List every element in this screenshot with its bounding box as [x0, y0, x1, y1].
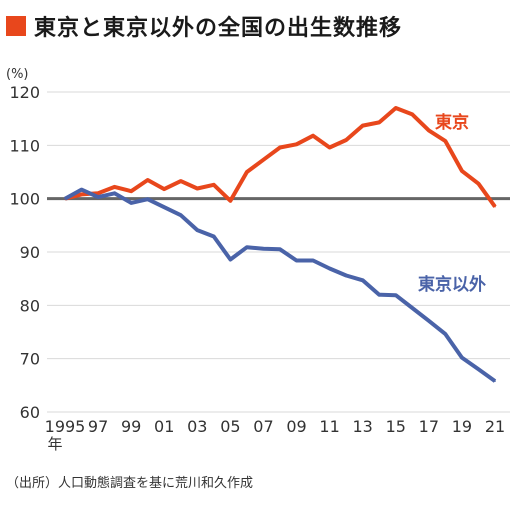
data-point [312, 259, 314, 262]
y-tick-label: 100 [9, 190, 40, 209]
x-tick-label: 07 [253, 417, 273, 436]
title-block: 東京と東京以外の全国の出生数推移 [6, 8, 402, 44]
data-point [279, 146, 281, 149]
y-tick-label: 80 [20, 296, 40, 315]
data-point [97, 192, 99, 195]
x-tick-label: 1995 [45, 417, 86, 436]
data-point [345, 139, 347, 141]
x-tick-label: 13 [353, 417, 373, 436]
data-point [494, 380, 496, 382]
data-point [345, 274, 347, 277]
data-point [196, 187, 199, 190]
y-tick-label: 60 [20, 403, 40, 422]
data-point [428, 129, 430, 132]
data-point [113, 192, 116, 195]
x-tick-label: 15 [386, 417, 406, 436]
x-tick-label: 11 [319, 417, 339, 436]
data-point [80, 188, 83, 191]
data-point [130, 190, 132, 192]
data-point [461, 170, 463, 172]
x-tick-label: 01 [154, 417, 174, 436]
data-point [312, 134, 314, 137]
data-point [444, 333, 447, 335]
series-label: 東京以外 [418, 274, 486, 295]
data-point [163, 206, 166, 208]
data-point [262, 248, 265, 250]
x-tick-label: 97 [88, 417, 108, 436]
y-tick-label: 120 [9, 83, 40, 102]
data-point [295, 143, 298, 146]
chart-title: 東京と東京以外の全国の出生数推移 [34, 16, 403, 41]
data-point [179, 214, 182, 216]
data-point [444, 140, 447, 142]
data-point [461, 356, 463, 359]
data-point [411, 113, 414, 116]
x-tick-label: 19 [452, 417, 472, 436]
data-point [213, 235, 215, 238]
data-point [229, 258, 232, 261]
data-point [361, 279, 364, 282]
data-point [477, 368, 480, 371]
x-tick-label: 99 [121, 417, 141, 436]
data-point [279, 248, 281, 251]
data-point [196, 229, 199, 231]
data-point [428, 320, 430, 322]
x-tick-label: 17 [419, 417, 439, 436]
data-point [130, 202, 132, 204]
data-point [361, 124, 364, 127]
data-point [378, 293, 381, 296]
x-tick-label: 05 [220, 417, 240, 436]
source-note: （出所）人口動態調査を基に荒川和久作成 [6, 476, 254, 491]
data-point [246, 171, 248, 173]
data-point [477, 182, 480, 185]
y-tick-label: 70 [20, 350, 40, 369]
data-point [64, 197, 66, 200]
data-point [394, 294, 397, 297]
data-point [80, 193, 83, 196]
y-axis-unit-label: (%) [6, 67, 29, 82]
y-tick-label: 110 [9, 136, 40, 155]
data-point [97, 196, 99, 198]
data-point [113, 186, 116, 188]
data-point [163, 188, 166, 190]
data-point [494, 205, 496, 208]
x-tick-label: 03 [187, 417, 207, 436]
data-point [378, 121, 381, 124]
x-tick-label: 09 [286, 417, 306, 436]
x-unit-label: 年 [47, 435, 62, 453]
data-point [295, 259, 298, 262]
data-point [146, 179, 149, 181]
data-point [179, 180, 182, 182]
data-point [213, 184, 215, 186]
data-point [246, 246, 248, 248]
data-point [394, 107, 397, 109]
data-point [262, 158, 265, 161]
series-label: 東京 [435, 112, 469, 133]
title-accent-square [6, 16, 26, 36]
y-tick-label: 90 [20, 243, 40, 262]
x-tick-label: 21 [485, 417, 505, 436]
data-point [146, 198, 149, 200]
data-point [328, 267, 331, 270]
data-point [328, 146, 331, 149]
data-point [229, 200, 232, 202]
series-line [64, 106, 497, 208]
data-point [411, 307, 414, 309]
